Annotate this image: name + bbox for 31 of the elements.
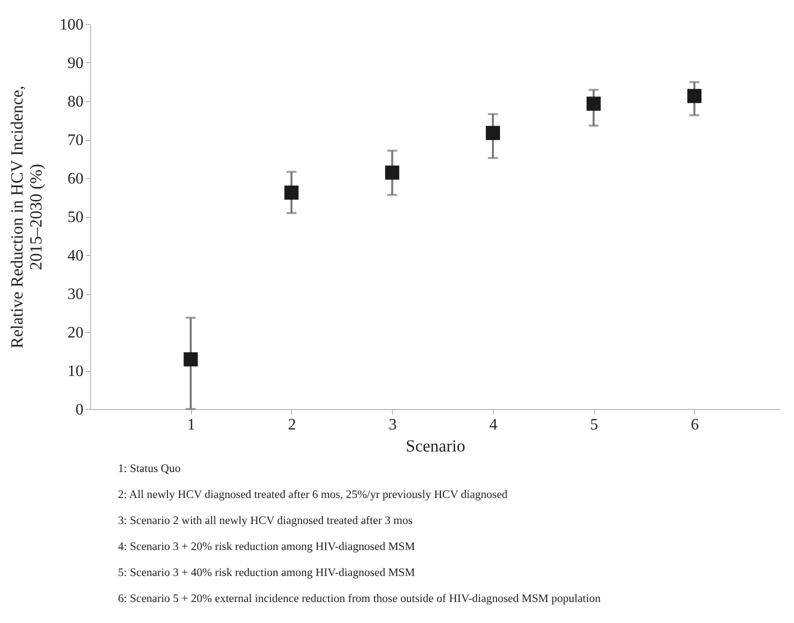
y-tick-label: 60 — [68, 170, 84, 188]
point — [284, 186, 299, 200]
y-tick-label: 20 — [68, 324, 84, 342]
point — [687, 88, 702, 104]
x-axis-title: Scenario — [406, 436, 466, 456]
y-tick-label: 30 — [68, 286, 84, 303]
y-tick-label: 90 — [68, 55, 84, 72]
x-tick-label: 1 — [187, 416, 196, 434]
point — [486, 126, 500, 140]
y-tick-label: 50 — [68, 209, 84, 226]
x-tick-label: 3 — [388, 416, 397, 434]
x-tick-label: 2 — [288, 416, 296, 434]
point — [385, 166, 400, 180]
point — [184, 352, 198, 366]
text: 6: Scenario 5 + 20% external incidence reduction from those outside of HIV-diagnosed MSM population — [118, 592, 601, 607]
point — [586, 96, 601, 111]
y-tick-label: 40 — [68, 248, 84, 264]
y-tick-label: 0 — [76, 402, 84, 418]
y-tick-label: 80 — [68, 94, 84, 110]
x-tick-label: 5 — [590, 416, 598, 434]
y-tick-label: 100 — [60, 16, 84, 34]
text: 1: Status Quo — [118, 462, 182, 477]
text: 2: All newly HCV diagnosed treated after 6 mos, 25%/yr previously HCV diagnosed — [118, 488, 509, 503]
y-tick-label: 10 — [68, 363, 84, 380]
text: 3: Scenario 2 with all newly HCV diagnosed treated after 3 mos — [118, 514, 414, 529]
x-tick-label: 4 — [489, 416, 498, 434]
y-axis-title: Relative Reduction in HCV Incidence, 2015–2030 (%) — [8, 86, 46, 348]
x-tick-label: 6 — [690, 416, 699, 434]
text: 4: Scenario 3 + 20% risk reduction among HIV-diagnosed MSM — [118, 540, 416, 555]
text: 5: Scenario 3 + 40% risk reduction among HIV-diagnosed MSM — [118, 566, 416, 581]
y-tick-label: 70 — [68, 132, 84, 149]
